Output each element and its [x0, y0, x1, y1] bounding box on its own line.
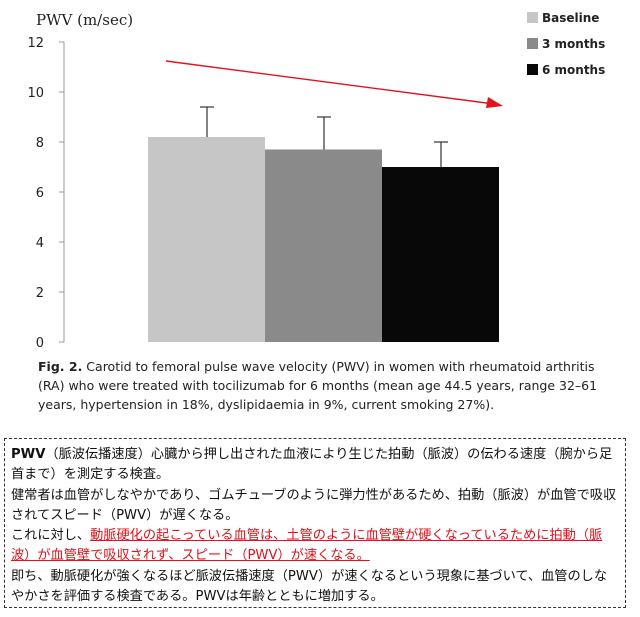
legend-label: 3 months: [542, 37, 605, 51]
error-bars: [200, 106, 448, 167]
y-tick-label: 0: [36, 336, 44, 351]
explanation-text-1: （脈波伝播速度）心臓から押し出された血液により生じた拍動（脈波）の伝わる速度（腕…: [11, 447, 613, 483]
legend-swatch: [527, 38, 538, 49]
explanation-paragraph-3: これに対し、動脈硬化の起こっている血管は、土管のように血管壁が硬くなっているため…: [11, 526, 619, 567]
bars: [148, 137, 499, 342]
pwv-keyword: PWV: [11, 447, 46, 462]
y-tick-label: 8: [36, 136, 44, 151]
bar-6-months: [382, 167, 499, 342]
y-tick-label: 6: [36, 186, 44, 201]
y-axis: 0 2 4 6 8 10 12: [27, 36, 65, 351]
bar-baseline: [148, 137, 265, 342]
explanation-paragraph-4: 即ち、動脈硬化が強くなるほど脈波伝播速度（PWV）が速くなるという現象に基づいて…: [11, 568, 608, 605]
trend-arrow: [165, 60, 503, 108]
y-tick-label: 10: [27, 86, 44, 101]
trend-arrow-line: [165, 60, 495, 105]
bar-3-months: [265, 149, 382, 342]
y-tick-label: 12: [27, 36, 44, 51]
figure-caption-text: Carotid to femoral pulse wave velocity (…: [38, 359, 598, 412]
highlighted-explanation: 動脈硬化の起こっている血管は、土管のように血管壁が硬くなっているために拍動（脈波…: [11, 528, 603, 564]
y-tick-label: 4: [36, 236, 44, 251]
explanation-box: PWV（脈波伝播速度）心臓から押し出された血液により生じた拍動（脈波）の伝わる速…: [4, 438, 626, 608]
legend-swatch: [527, 12, 538, 23]
explanation-prefix-3: これに対し、: [11, 528, 91, 544]
y-tick-label: 2: [36, 286, 44, 301]
figure-caption: Fig. 2. Carotid to femoral pulse wave ve…: [38, 357, 608, 414]
y-axis-label: PWV (m/sec): [36, 11, 133, 29]
legend-label: 6 months: [542, 63, 605, 77]
explanation-paragraph-1: PWV（脈波伝播速度）心臓から押し出された血液により生じた拍動（脈波）の伝わる速…: [11, 445, 619, 486]
legend: Baseline 3 months 6 months: [527, 11, 605, 77]
pwv-bar-chart: PWV (m/sec) 0 2 4 6 8 10 12 Baseline 3 months 6 …: [27, 11, 605, 351]
legend-label: Baseline: [542, 11, 599, 25]
trend-arrow-head: [486, 97, 503, 108]
legend-swatch: [527, 64, 538, 75]
figure-label: Fig. 2.: [38, 359, 83, 374]
explanation-paragraph-2: 健常者は血管がしなやかであり、ゴムチューブのように弾力性があるため、拍動（脈波）…: [11, 487, 617, 523]
